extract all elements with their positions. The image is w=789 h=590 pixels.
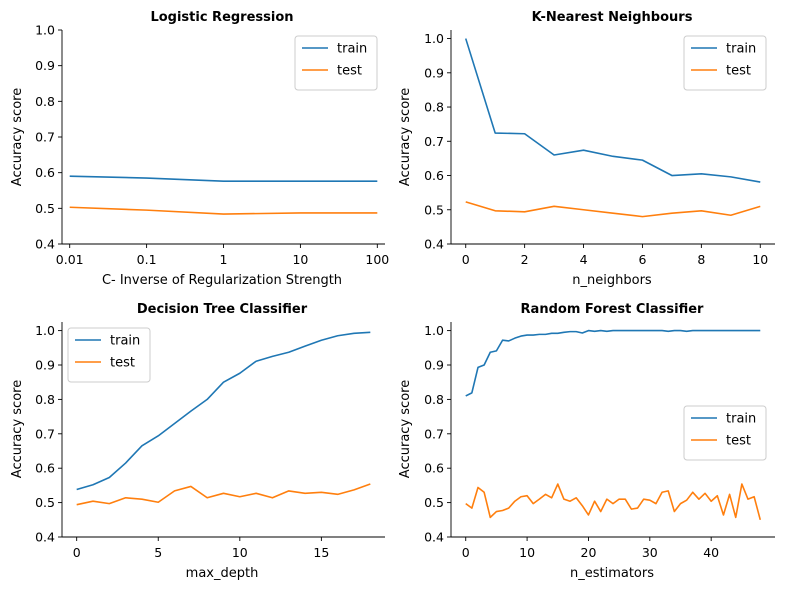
test-series-line: [69, 206, 378, 215]
k-nearest-neighbours-panel: K-Nearest Neighbours n_neighbors Accurac…: [398, 10, 775, 288]
y-tick-label: 0.6: [424, 168, 444, 183]
x-tick-label: 30: [642, 545, 658, 560]
y-tick-label: 0.5: [424, 202, 444, 217]
y-tick-label: 0.7: [35, 130, 55, 145]
legend-box: [683, 405, 767, 461]
train-legend-label: train: [726, 42, 756, 57]
panel-title: Logistic Regression: [150, 10, 293, 25]
x-axis-label: n_estimators: [570, 566, 654, 581]
panel-title: Random Forest Classifier: [521, 302, 704, 317]
y-axis-label: Accuracy score: [398, 88, 413, 186]
x-axis-label: max_depth: [186, 566, 259, 581]
train-series-line: [69, 175, 378, 183]
x-tick-label: 10: [292, 252, 308, 267]
y-tick-label: 1.0: [35, 23, 55, 38]
y-tick-label: 0.8: [35, 94, 55, 109]
y-tick-label: 0.9: [424, 358, 444, 373]
y-tick-label: 0.4: [424, 237, 444, 252]
y-tick-label: 0.9: [35, 58, 55, 73]
y-tick-label: 0.7: [35, 426, 55, 441]
x-tick-label: 10: [232, 545, 248, 560]
y-tick-label: 0.4: [35, 237, 55, 252]
x-tick-label: 0.01: [56, 252, 84, 267]
y-axis-label: Accuracy score: [10, 380, 25, 478]
x-tick-label: 0: [73, 545, 81, 560]
x-tick-label: 2: [521, 252, 529, 267]
y-tick-label: 0.9: [35, 358, 55, 373]
legend-box: [683, 35, 767, 91]
legend-box: [294, 35, 378, 91]
y-tick-label: 0.8: [424, 392, 444, 407]
y-tick-label: 0.6: [35, 165, 55, 180]
test-legend-label: test: [726, 64, 751, 79]
x-axis-label: n_neighbors: [572, 273, 652, 288]
legend: train test: [683, 35, 767, 91]
train-series-line: [464, 38, 761, 183]
x-tick-label: 0.1: [137, 252, 157, 267]
y-tick-label: 0.5: [35, 495, 55, 510]
x-tick-label: 5: [154, 545, 162, 560]
y-tick-label: 0.8: [35, 392, 55, 407]
x-tick-label: 8: [697, 252, 705, 267]
y-tick-label: 0.6: [35, 461, 55, 476]
y-axis-label: Accuracy score: [398, 380, 413, 478]
x-axis-label: C- Inverse of Regularization Strength: [102, 273, 342, 288]
decision-tree-panel: Decision Tree Classifier max_depth Accur…: [10, 302, 385, 581]
test-series-line: [465, 201, 761, 218]
y-tick-label: 0.8: [424, 100, 444, 115]
panel-title: K-Nearest Neighbours: [532, 10, 693, 25]
y-tick-label: 0.9: [424, 65, 444, 80]
train-legend-label: train: [726, 412, 756, 427]
test-legend-label: test: [726, 434, 751, 449]
test-series-line: [465, 483, 762, 521]
x-tick-label: 40: [703, 545, 719, 560]
y-tick-label: 1.0: [424, 323, 444, 338]
x-tick-label: 1: [220, 252, 228, 267]
x-tick-label: 10: [752, 252, 768, 267]
train-series-line: [465, 329, 761, 397]
train-legend-label: train: [337, 42, 367, 57]
test-legend-label: test: [110, 356, 135, 371]
train-series-line: [76, 331, 371, 491]
x-tick-label: 15: [313, 545, 329, 560]
x-tick-label: 4: [580, 252, 588, 267]
legend: train test: [67, 327, 151, 383]
y-tick-label: 0.4: [424, 530, 444, 545]
train-legend-label: train: [110, 334, 140, 349]
y-tick-label: 0.7: [424, 426, 444, 441]
y-tick-label: 0.5: [35, 201, 55, 216]
x-tick-label: 0: [462, 545, 470, 560]
legend: train test: [294, 35, 378, 91]
legend-box: [67, 327, 151, 383]
test-series-line: [76, 483, 371, 506]
y-tick-label: 0.7: [424, 134, 444, 149]
y-axis-label: Accuracy score: [10, 88, 25, 186]
y-tick-label: 1.0: [35, 323, 55, 338]
random-forest-panel: Random Forest Classifier n_estimators Ac…: [398, 302, 775, 581]
x-tick-label: 20: [581, 545, 597, 560]
x-tick-label: 10: [519, 545, 535, 560]
y-tick-label: 1.0: [424, 31, 444, 46]
y-tick-label: 0.4: [35, 530, 55, 545]
test-legend-label: test: [337, 64, 362, 79]
panel-title: Decision Tree Classifier: [137, 302, 308, 317]
x-tick-label: 6: [638, 252, 646, 267]
y-tick-label: 0.6: [424, 461, 444, 476]
y-tick-label: 0.5: [424, 495, 444, 510]
logistic-regression-panel: Logistic Regression C- Inverse of Regula…: [10, 10, 389, 288]
x-tick-label: 100: [365, 252, 389, 267]
x-tick-label: 0: [462, 252, 470, 267]
legend: train test: [683, 405, 767, 461]
